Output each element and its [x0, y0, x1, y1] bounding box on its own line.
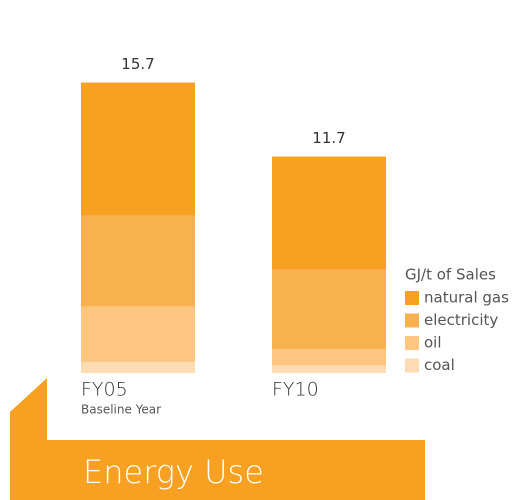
- total-label: 15.7: [121, 55, 154, 73]
- bar-segment: [81, 215, 195, 307]
- legend-swatch: [405, 336, 419, 350]
- legend-swatch: [405, 313, 419, 328]
- legend-swatch: [405, 291, 419, 305]
- legend-swatch: [405, 358, 419, 373]
- x-tick-label: FY10: [272, 379, 319, 401]
- bar-segment: [272, 269, 386, 349]
- bar-segment: [81, 306, 195, 362]
- bar-segment: [272, 365, 386, 373]
- chart-title: Energy Use: [83, 453, 264, 491]
- bar-segment: [272, 156, 386, 270]
- bar-segment: [81, 361, 195, 373]
- total-label: 11.7: [312, 129, 345, 147]
- legend-label: natural gas: [424, 289, 509, 307]
- category-note: Baseline Year: [81, 403, 161, 417]
- legend-title: GJ/t of Sales: [405, 266, 496, 284]
- x-tick-label: FY05: [81, 379, 128, 401]
- legend-label: electricity: [424, 311, 498, 329]
- banner: [10, 378, 425, 500]
- bar-segment: [272, 348, 386, 366]
- bar-segment: [81, 82, 195, 216]
- legend-label: coal: [424, 356, 455, 374]
- legend-label: oil: [424, 334, 442, 352]
